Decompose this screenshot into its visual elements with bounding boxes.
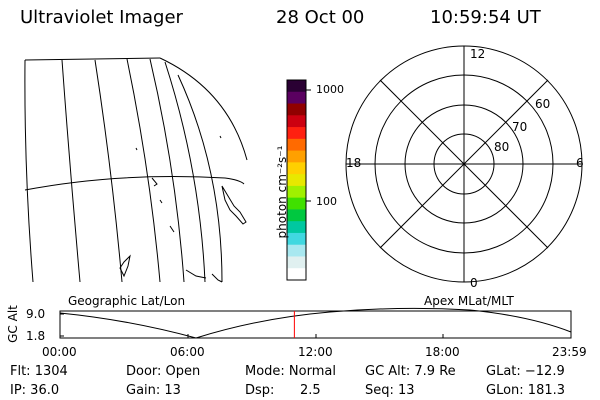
colorbar-unit-label: photon cm⁻²s⁻¹ [275, 145, 289, 239]
colorbar-cell [287, 244, 306, 257]
sequence-number: Seq: 13 [365, 383, 415, 398]
meridian-line [177, 74, 223, 283]
mode-value: Mode: Normal [245, 364, 336, 379]
coastline [211, 273, 223, 283]
colorbar-cell [287, 80, 306, 93]
gc-altitude: GC Alt: 7.9 Re [365, 364, 456, 379]
colorbar-cell [287, 115, 306, 128]
altitude-xtick-label: 06:00 [170, 345, 205, 359]
meridian-line [61, 59, 81, 283]
dsp-value: 2.5 [300, 383, 321, 398]
coastline [119, 254, 131, 278]
mlt-label-18: 18 [346, 156, 362, 170]
time-label: 10:59:54 UT [430, 7, 541, 28]
geographic-longitude: GLon: 181.3 [486, 383, 566, 398]
colorbar-tick-1000: 1000 [316, 83, 344, 96]
flight-number: Flt: 1304 [10, 364, 68, 379]
colorbar-cell [287, 162, 306, 175]
altitude-curve [59, 307, 572, 339]
meridian-line [164, 61, 206, 283]
colorbar-cell [287, 138, 306, 152]
polar-diagonal [379, 79, 549, 249]
coastline [169, 225, 175, 233]
coastline [135, 147, 138, 151]
geographic-map [24, 57, 248, 283]
map-top-edge [24, 57, 161, 61]
colorbar-cell [287, 91, 306, 105]
colorbar-cell [287, 256, 306, 269]
dsp-label: Dsp: [245, 383, 275, 398]
mlt-label-0: 0 [470, 276, 478, 290]
colorbar-cell [287, 232, 306, 246]
altitude-xtick-label: 12:00 [298, 345, 333, 359]
meridian-line [149, 58, 185, 283]
mlat-label-80: 80 [494, 140, 510, 154]
altitude-xtick-label: 18:00 [425, 345, 460, 359]
door-status: Door: Open [126, 364, 201, 379]
coastline [221, 185, 247, 225]
coastline [185, 269, 207, 279]
colorbar-frame [286, 79, 307, 281]
colorbar-cell [287, 197, 306, 210]
polar-plot [345, 45, 583, 283]
colorbar-cell [287, 127, 306, 140]
meridian-line [159, 57, 248, 161]
altitude-ytick-bottom: 1.8 [26, 329, 46, 343]
mlt-label-12: 12 [470, 47, 486, 61]
ip-value: IP: 36.0 [10, 383, 60, 398]
altitude-xtick-label: 00:00 [42, 345, 77, 359]
mlat-label-60: 60 [535, 97, 551, 111]
apex-caption: Apex MLat/MLT [424, 294, 514, 308]
geographic-caption: Geographic Lat/Lon [68, 294, 186, 308]
date-label: 28 Oct 00 [276, 7, 365, 28]
colorbar-tick-100: 100 [316, 195, 337, 208]
colorbar-cell [287, 150, 306, 163]
altitude-ytick-top: 9.0 [26, 307, 46, 321]
latitude-line [24, 176, 245, 191]
geographic-latitude: GLat: −12.9 [486, 364, 565, 379]
meridian-line [126, 58, 161, 283]
colorbar-cell [287, 268, 306, 281]
altitude-ylabel: GC Alt [6, 305, 20, 343]
altitude-plot [59, 307, 572, 339]
coastline [151, 177, 158, 187]
gain-value: Gain: 13 [126, 383, 181, 398]
coastline [219, 135, 222, 139]
colorbar-cell [287, 209, 306, 222]
colorbar-cell [287, 103, 306, 116]
colorbar-cell [287, 174, 306, 187]
instrument-title: Ultraviolet Imager [20, 7, 183, 28]
meridian-line [94, 59, 123, 283]
mlat-label-70: 70 [512, 120, 528, 134]
coastline [159, 199, 163, 204]
altitude-xtick-label: 23:59 [552, 345, 587, 359]
colorbar-cell [287, 221, 306, 234]
mlt-label-6: 6 [576, 156, 584, 170]
colorbar [286, 79, 311, 281]
meridian-line [24, 59, 34, 283]
colorbar-cell [287, 185, 306, 199]
